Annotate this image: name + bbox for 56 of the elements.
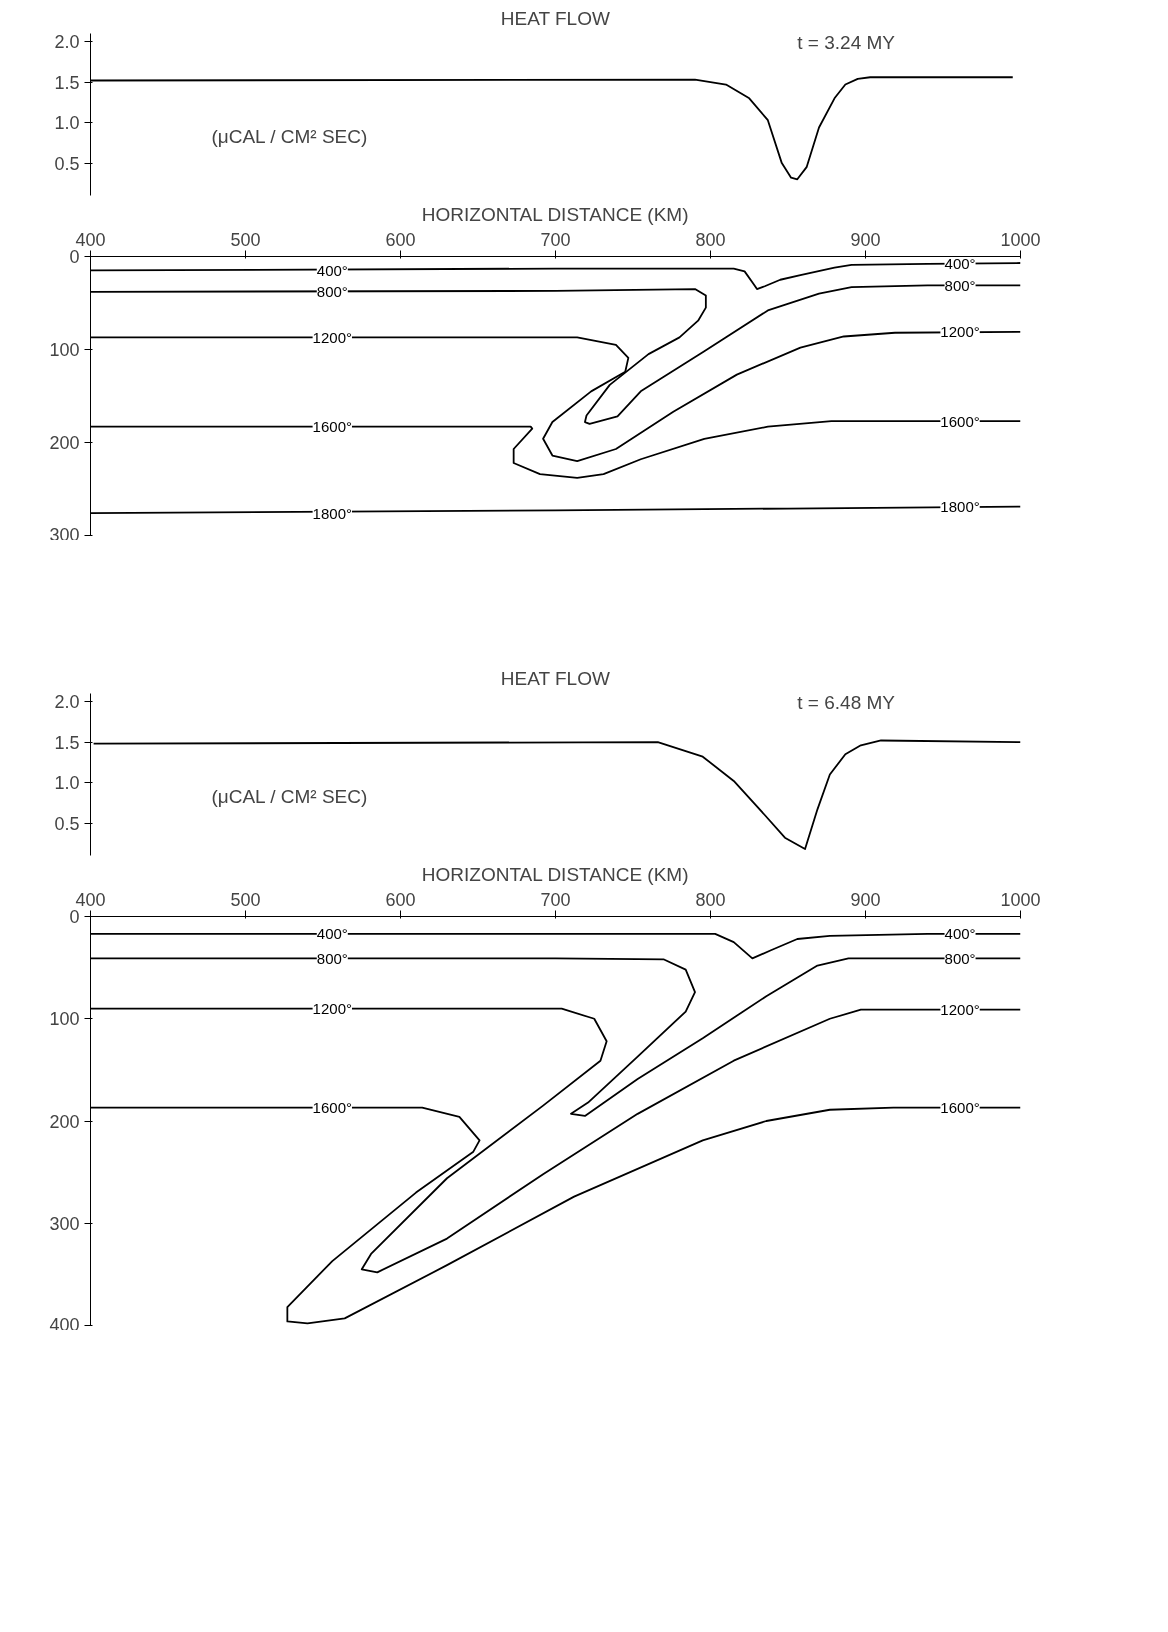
- series-label: 800°: [316, 949, 348, 967]
- text: 1600°: [940, 1099, 980, 1117]
- y-tick-label: 2.0: [54, 32, 80, 53]
- y-tick-label: 0.5: [54, 153, 80, 174]
- text: 800°: [316, 283, 348, 301]
- line-series: [92, 739, 1021, 850]
- y-axis-title: (μCAL / CM² SEC): [211, 785, 368, 807]
- series-label: 1800°: [940, 498, 980, 516]
- y-tick-label: 300: [49, 1213, 80, 1234]
- text: 1200°: [940, 323, 980, 341]
- text: 800°: [944, 949, 976, 967]
- series-label: 1600°: [312, 418, 352, 436]
- series-label: 1200°: [940, 1001, 980, 1019]
- annotation: t = 3.24 MY: [797, 31, 896, 53]
- series-label: 800°: [944, 276, 976, 294]
- x-tick-label: 700: [540, 889, 571, 910]
- x-tick-label: 800: [695, 229, 726, 250]
- x-tick-label: 1000: [1000, 229, 1041, 250]
- y-tick-label: 200: [49, 1111, 80, 1132]
- y-tick-label: 100: [49, 340, 80, 360]
- x-tick-label: 600: [385, 889, 416, 910]
- annotation: t = 6.48 MY: [797, 691, 896, 713]
- chart-title: HEAT FLOW: [500, 667, 610, 689]
- text: 1800°: [312, 504, 352, 522]
- x-axis-title: HORIZONTAL DISTANCE (KM): [421, 863, 689, 885]
- y-tick-label: 0: [69, 907, 80, 927]
- x-tick-label: 900: [850, 229, 881, 250]
- y-tick-label: 1.5: [54, 732, 80, 753]
- series-label: 400°: [944, 254, 976, 272]
- x-axis-title: HORIZONTAL DISTANCE (KM): [421, 203, 689, 225]
- x-tick-label: 800: [695, 889, 726, 910]
- x-tick-label: 900: [850, 889, 881, 910]
- y-axis-title: (μCAL / CM² SEC): [211, 125, 368, 147]
- x-tick-label: 700: [540, 229, 571, 250]
- y-tick-label: 1.0: [54, 113, 80, 134]
- x-tick-label: 500: [230, 229, 261, 250]
- y-tick-label: 0: [69, 247, 80, 267]
- y-tick-label: 200: [49, 433, 80, 453]
- x-tick-label: 1000: [1000, 889, 1041, 910]
- y-tick-label: 300: [49, 524, 80, 545]
- series-label: 1200°: [312, 328, 352, 346]
- chart-title: HEAT FLOW: [500, 7, 610, 29]
- text: 1600°: [940, 412, 980, 430]
- y-tick-label: 0.5: [54, 813, 80, 834]
- y-tick-label: 1.0: [54, 773, 80, 794]
- x-tick-label: 600: [385, 229, 416, 250]
- y-tick-label: 100: [49, 1009, 80, 1030]
- y-tick-label: 1.5: [54, 72, 80, 93]
- y-tick-label: 400: [49, 1314, 80, 1335]
- series-label: 1600°: [312, 1099, 352, 1117]
- text: 400°: [944, 925, 976, 943]
- text: 1200°: [312, 1000, 352, 1018]
- x-tick-label: 500: [230, 889, 261, 910]
- text: 400°: [316, 261, 348, 279]
- series-label: 400°: [316, 925, 348, 943]
- y-tick-label: 2.0: [54, 692, 80, 713]
